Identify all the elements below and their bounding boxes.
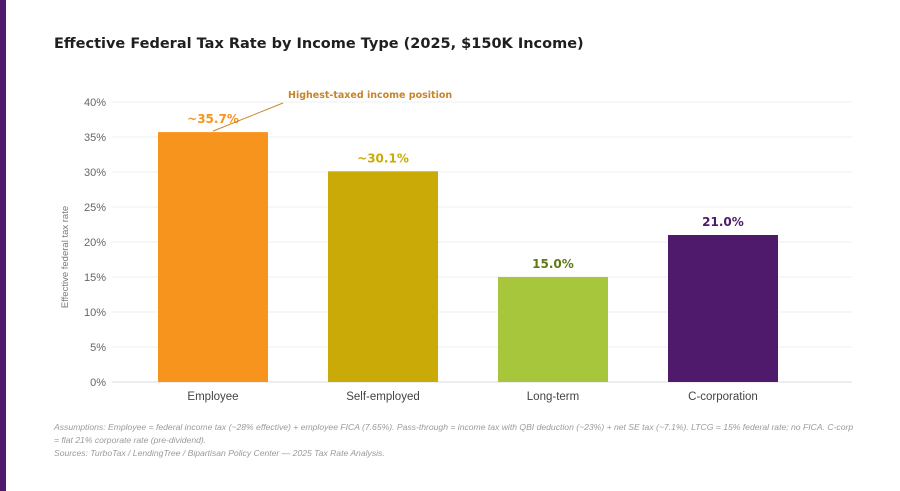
sources-note: Sources: TurboTax / LendingTree / Bipart…	[54, 448, 385, 458]
data-label: ~35.7%	[187, 112, 239, 126]
x-tick-label: Employee	[187, 391, 238, 403]
data-label: 15.0%	[532, 257, 574, 271]
y-tick-label: 25%	[84, 202, 106, 214]
y-tick-label: 0%	[90, 377, 106, 389]
bar-c-corporation	[668, 235, 778, 382]
x-tick-label: Self-employed	[346, 391, 420, 403]
bar-self-employed	[328, 171, 438, 382]
y-tick-label: 40%	[84, 97, 106, 109]
x-tick-label: C-corporation	[688, 391, 758, 403]
y-axis-label: Effective federal tax rate	[60, 206, 71, 308]
bar-long-term	[498, 277, 608, 382]
assumptions-note: Assumptions: Employee = federal income t…	[54, 422, 854, 445]
accent-bar	[0, 0, 6, 491]
y-tick-label: 30%	[84, 167, 106, 179]
chart-title: Effective Federal Tax Rate by Income Typ…	[54, 36, 584, 52]
footnotes: Assumptions: Employee = federal income t…	[54, 421, 854, 460]
y-tick-label: 15%	[84, 272, 106, 284]
annotation-line	[212, 102, 284, 132]
y-tick-label: 10%	[84, 307, 106, 319]
y-tick-label: 35%	[84, 132, 106, 144]
annotation-text: Highest-taxed income position	[288, 90, 452, 101]
x-tick-label: Long-term	[527, 391, 579, 403]
bar-employee	[158, 132, 268, 382]
data-label: 21.0%	[702, 215, 744, 229]
y-tick-label: 20%	[84, 237, 106, 249]
data-label: ~30.1%	[357, 151, 409, 165]
y-tick-label: 5%	[90, 342, 106, 354]
